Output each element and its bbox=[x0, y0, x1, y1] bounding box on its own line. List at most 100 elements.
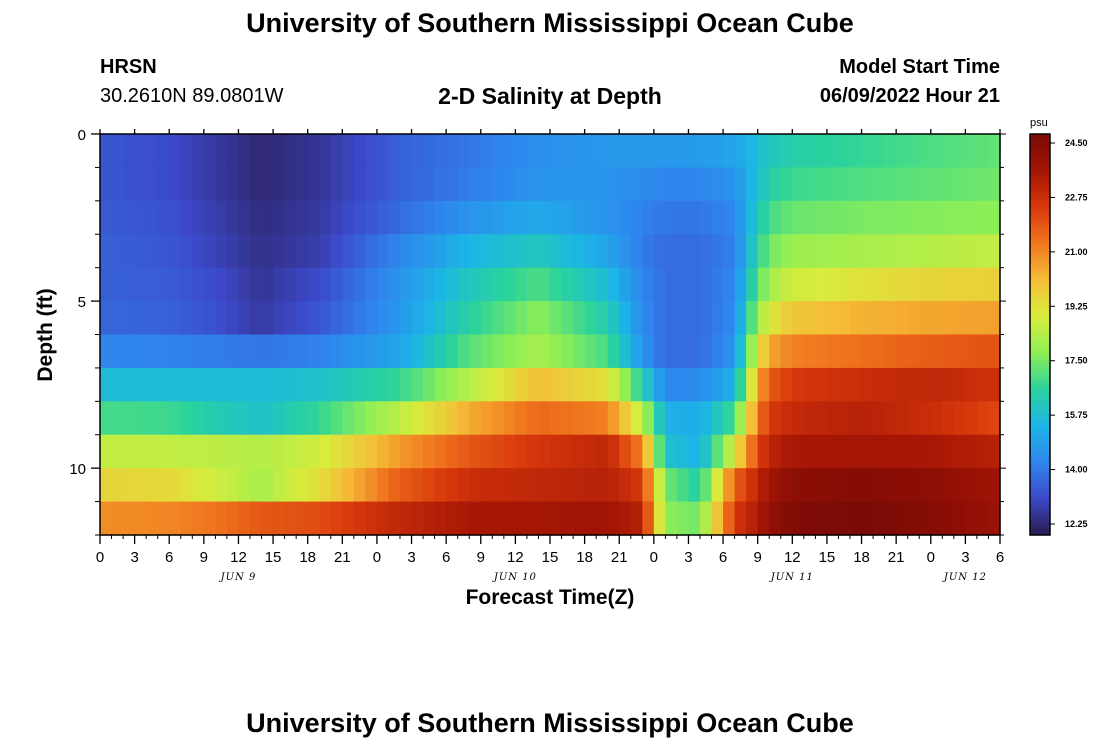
heatmap-cell bbox=[515, 434, 528, 469]
heatmap-cell bbox=[688, 267, 701, 302]
heatmap-cell bbox=[169, 134, 182, 169]
heatmap-cell bbox=[884, 167, 897, 202]
heatmap-cell bbox=[492, 267, 505, 302]
x-tick-label: 0 bbox=[96, 549, 104, 566]
heatmap-cell bbox=[676, 334, 690, 369]
heatmap-cell bbox=[538, 468, 551, 503]
heatmap-cell bbox=[238, 301, 251, 336]
heatmap-cell bbox=[376, 200, 390, 235]
heatmap-cell bbox=[861, 334, 874, 369]
heatmap-cell bbox=[284, 367, 297, 402]
heatmap-cell bbox=[550, 468, 563, 503]
heatmap-cell bbox=[388, 334, 401, 369]
heatmap-cell bbox=[573, 401, 586, 436]
heatmap-cell bbox=[250, 468, 263, 503]
heatmap-cell bbox=[769, 501, 782, 536]
heatmap-cell bbox=[665, 401, 678, 436]
heatmap-cell bbox=[826, 401, 840, 436]
heatmap-cell bbox=[792, 301, 805, 336]
colorbar: psu 24.50 22.75 21.00 19.25 17.50 15.75 14.00 1… bbox=[1029, 117, 1088, 536]
heatmap-cell bbox=[423, 200, 436, 235]
heatmap-cell bbox=[538, 434, 551, 469]
heatmap-cell bbox=[573, 301, 586, 336]
heatmap-cell bbox=[526, 267, 540, 302]
heatmap-cell bbox=[250, 501, 263, 536]
heatmap-cell bbox=[861, 234, 874, 269]
model-start-value: 06/09/2022 Hour 21 bbox=[819, 85, 1000, 107]
heatmap-cell bbox=[550, 167, 563, 202]
colorbar-tick-label: 19.25 bbox=[1065, 301, 1088, 311]
heatmap-cell bbox=[688, 167, 701, 202]
heatmap-cell bbox=[261, 167, 274, 202]
heatmap-cell bbox=[976, 434, 990, 469]
heatmap-cell bbox=[319, 367, 332, 402]
heatmap-cell bbox=[365, 434, 378, 469]
heatmap-cell bbox=[619, 267, 632, 302]
heatmap-cell bbox=[734, 134, 747, 169]
heatmap-cell bbox=[146, 367, 159, 402]
heatmap-cell bbox=[157, 301, 170, 336]
heatmap-cell bbox=[342, 367, 355, 402]
heatmap-cell bbox=[642, 200, 655, 235]
heatmap-cell bbox=[503, 501, 516, 536]
heatmap-cell bbox=[976, 267, 990, 302]
heatmap-cell bbox=[180, 468, 193, 503]
heatmap-cell bbox=[480, 301, 493, 336]
heatmap-cell bbox=[296, 301, 309, 336]
heatmap-cell bbox=[203, 468, 216, 503]
heatmap-cell bbox=[250, 434, 263, 469]
page-title: University of Southern Mississippi Ocean… bbox=[246, 8, 854, 38]
heatmap-cell bbox=[157, 401, 170, 436]
heatmap-cell bbox=[423, 334, 436, 369]
heatmap-cell bbox=[561, 134, 574, 169]
heatmap-cell bbox=[734, 401, 747, 436]
heatmap-cell bbox=[388, 200, 401, 235]
heatmap-cell bbox=[469, 301, 482, 336]
heatmap-cell bbox=[884, 434, 897, 469]
heatmap-cell bbox=[653, 367, 666, 402]
heatmap-cell bbox=[838, 134, 851, 169]
x-tick-label: 6 bbox=[442, 549, 450, 566]
heatmap-cell bbox=[953, 468, 966, 503]
heatmap-cell bbox=[561, 468, 574, 503]
heatmap-cell bbox=[826, 501, 840, 536]
heatmap-cell bbox=[711, 434, 724, 469]
heatmap-cell bbox=[676, 200, 690, 235]
heatmap-cell bbox=[434, 301, 447, 336]
heatmap-cell bbox=[826, 267, 840, 302]
heatmap-cell bbox=[238, 401, 251, 436]
heatmap-cell bbox=[550, 267, 563, 302]
heatmap-cell bbox=[238, 334, 251, 369]
heatmap-cell bbox=[307, 301, 320, 336]
heatmap-cell bbox=[538, 167, 551, 202]
heatmap-cell bbox=[273, 134, 286, 169]
heatmap-cell bbox=[550, 334, 563, 369]
heatmap-cell bbox=[607, 501, 620, 536]
heatmap-cell bbox=[953, 167, 966, 202]
heatmap-cells bbox=[100, 134, 1001, 536]
heatmap-cell bbox=[976, 401, 990, 436]
y-axis-label: Depth (ft) bbox=[34, 288, 57, 381]
heatmap-cell bbox=[180, 134, 193, 169]
heatmap-cell bbox=[850, 434, 863, 469]
heatmap-cell bbox=[457, 334, 470, 369]
heatmap-cell bbox=[861, 134, 874, 169]
heatmap-cell bbox=[711, 501, 724, 536]
heatmap-cell bbox=[111, 267, 124, 302]
heatmap-cell bbox=[596, 234, 609, 269]
heatmap-cell bbox=[873, 401, 886, 436]
colorbar-tick-label: 12.25 bbox=[1065, 519, 1088, 529]
x-tick-label: 9 bbox=[477, 549, 485, 566]
heatmap-cell bbox=[123, 501, 136, 536]
heatmap-cell bbox=[723, 234, 736, 269]
heatmap-cell bbox=[353, 167, 366, 202]
heatmap-cell bbox=[100, 334, 113, 369]
heatmap-cell bbox=[296, 468, 309, 503]
x-tick-label: 15 bbox=[542, 549, 559, 566]
heatmap-cell bbox=[284, 200, 297, 235]
heatmap-cell bbox=[653, 267, 666, 302]
heatmap-cell bbox=[146, 200, 159, 235]
heatmap-cell bbox=[930, 367, 943, 402]
heatmap-cell bbox=[850, 200, 863, 235]
heatmap-cell bbox=[700, 134, 713, 169]
